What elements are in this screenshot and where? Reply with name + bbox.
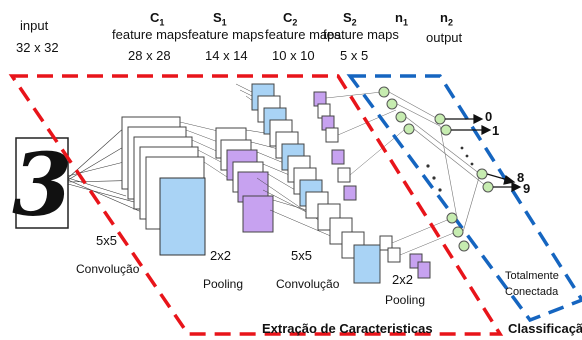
classification-region	[346, 74, 582, 323]
c2-size: 10 x 10	[272, 48, 315, 63]
s2-sub: 2	[351, 17, 357, 28]
c1-name: C	[150, 10, 160, 25]
c1-size: 28 x 28	[128, 48, 171, 63]
s1-desc: feature maps	[188, 27, 264, 42]
conv1-kernel: 5x5	[96, 233, 117, 248]
pool2-kernel: 2x2	[392, 272, 413, 287]
c2-desc: feature maps	[265, 27, 341, 42]
output-label-0: 0	[485, 109, 493, 124]
s2-title: S2	[343, 10, 357, 28]
n2-title: n2	[440, 10, 453, 28]
c1-desc: feature maps	[112, 27, 188, 42]
s2-feature-maps	[313, 91, 431, 279]
input-size: 32 x 32	[16, 40, 59, 55]
n1-name: n	[395, 10, 403, 25]
s1-sub: 1	[221, 17, 227, 28]
classification-title: Classificação	[508, 321, 582, 336]
pool1-label: Pooling	[203, 277, 244, 291]
c2-sub: 2	[292, 17, 298, 28]
s2-name: S	[343, 10, 352, 25]
n2-sub: 2	[447, 17, 453, 28]
pool1-kernel: 2x2	[210, 248, 231, 263]
n1-neurons	[378, 86, 470, 252]
c2-name: C	[283, 10, 293, 25]
n2-ellipsis	[460, 146, 474, 166]
input-image-frame	[15, 137, 69, 229]
output-arrows	[445, 114, 522, 192]
s1-feature-maps	[215, 127, 274, 233]
c2-feature-maps	[251, 83, 381, 284]
fc-label-line1: Totalmente	[505, 270, 559, 282]
n1-title: n1	[395, 10, 408, 28]
c1-title: C1	[150, 10, 164, 28]
output-label-9: 9	[523, 181, 531, 196]
c2-title: C2	[283, 10, 297, 28]
c1-sub: 1	[159, 17, 165, 28]
n1-ellipsis	[426, 164, 442, 192]
s1-title: S1	[213, 10, 227, 28]
conv2-label: Convolução	[276, 277, 340, 291]
c1-highlight-map	[159, 177, 206, 256]
conv2-kernel: 5x5	[291, 248, 312, 263]
fc-label-line2: Conectada	[505, 286, 559, 298]
n1-sub: 1	[402, 17, 408, 28]
feature-extraction-region	[8, 74, 504, 336]
feature-extraction-title: Extração de Caracteristicas	[262, 321, 433, 336]
n1-to-n2-connections	[388, 91, 487, 233]
s1-size: 14 x 14	[205, 48, 248, 63]
output-label-8: 8	[517, 170, 525, 185]
conv1-label: Convolução	[76, 262, 140, 276]
n2-neurons	[434, 113, 494, 193]
input-title: input	[20, 18, 49, 33]
s1-name: S	[213, 10, 222, 25]
n2-name: n	[440, 10, 448, 25]
pool2-label: Pooling	[385, 293, 426, 307]
n2-desc: output	[426, 30, 463, 45]
s2-desc: feature maps	[323, 27, 399, 42]
s2-size: 5 x 5	[340, 48, 369, 63]
output-label-1: 1	[492, 123, 500, 138]
